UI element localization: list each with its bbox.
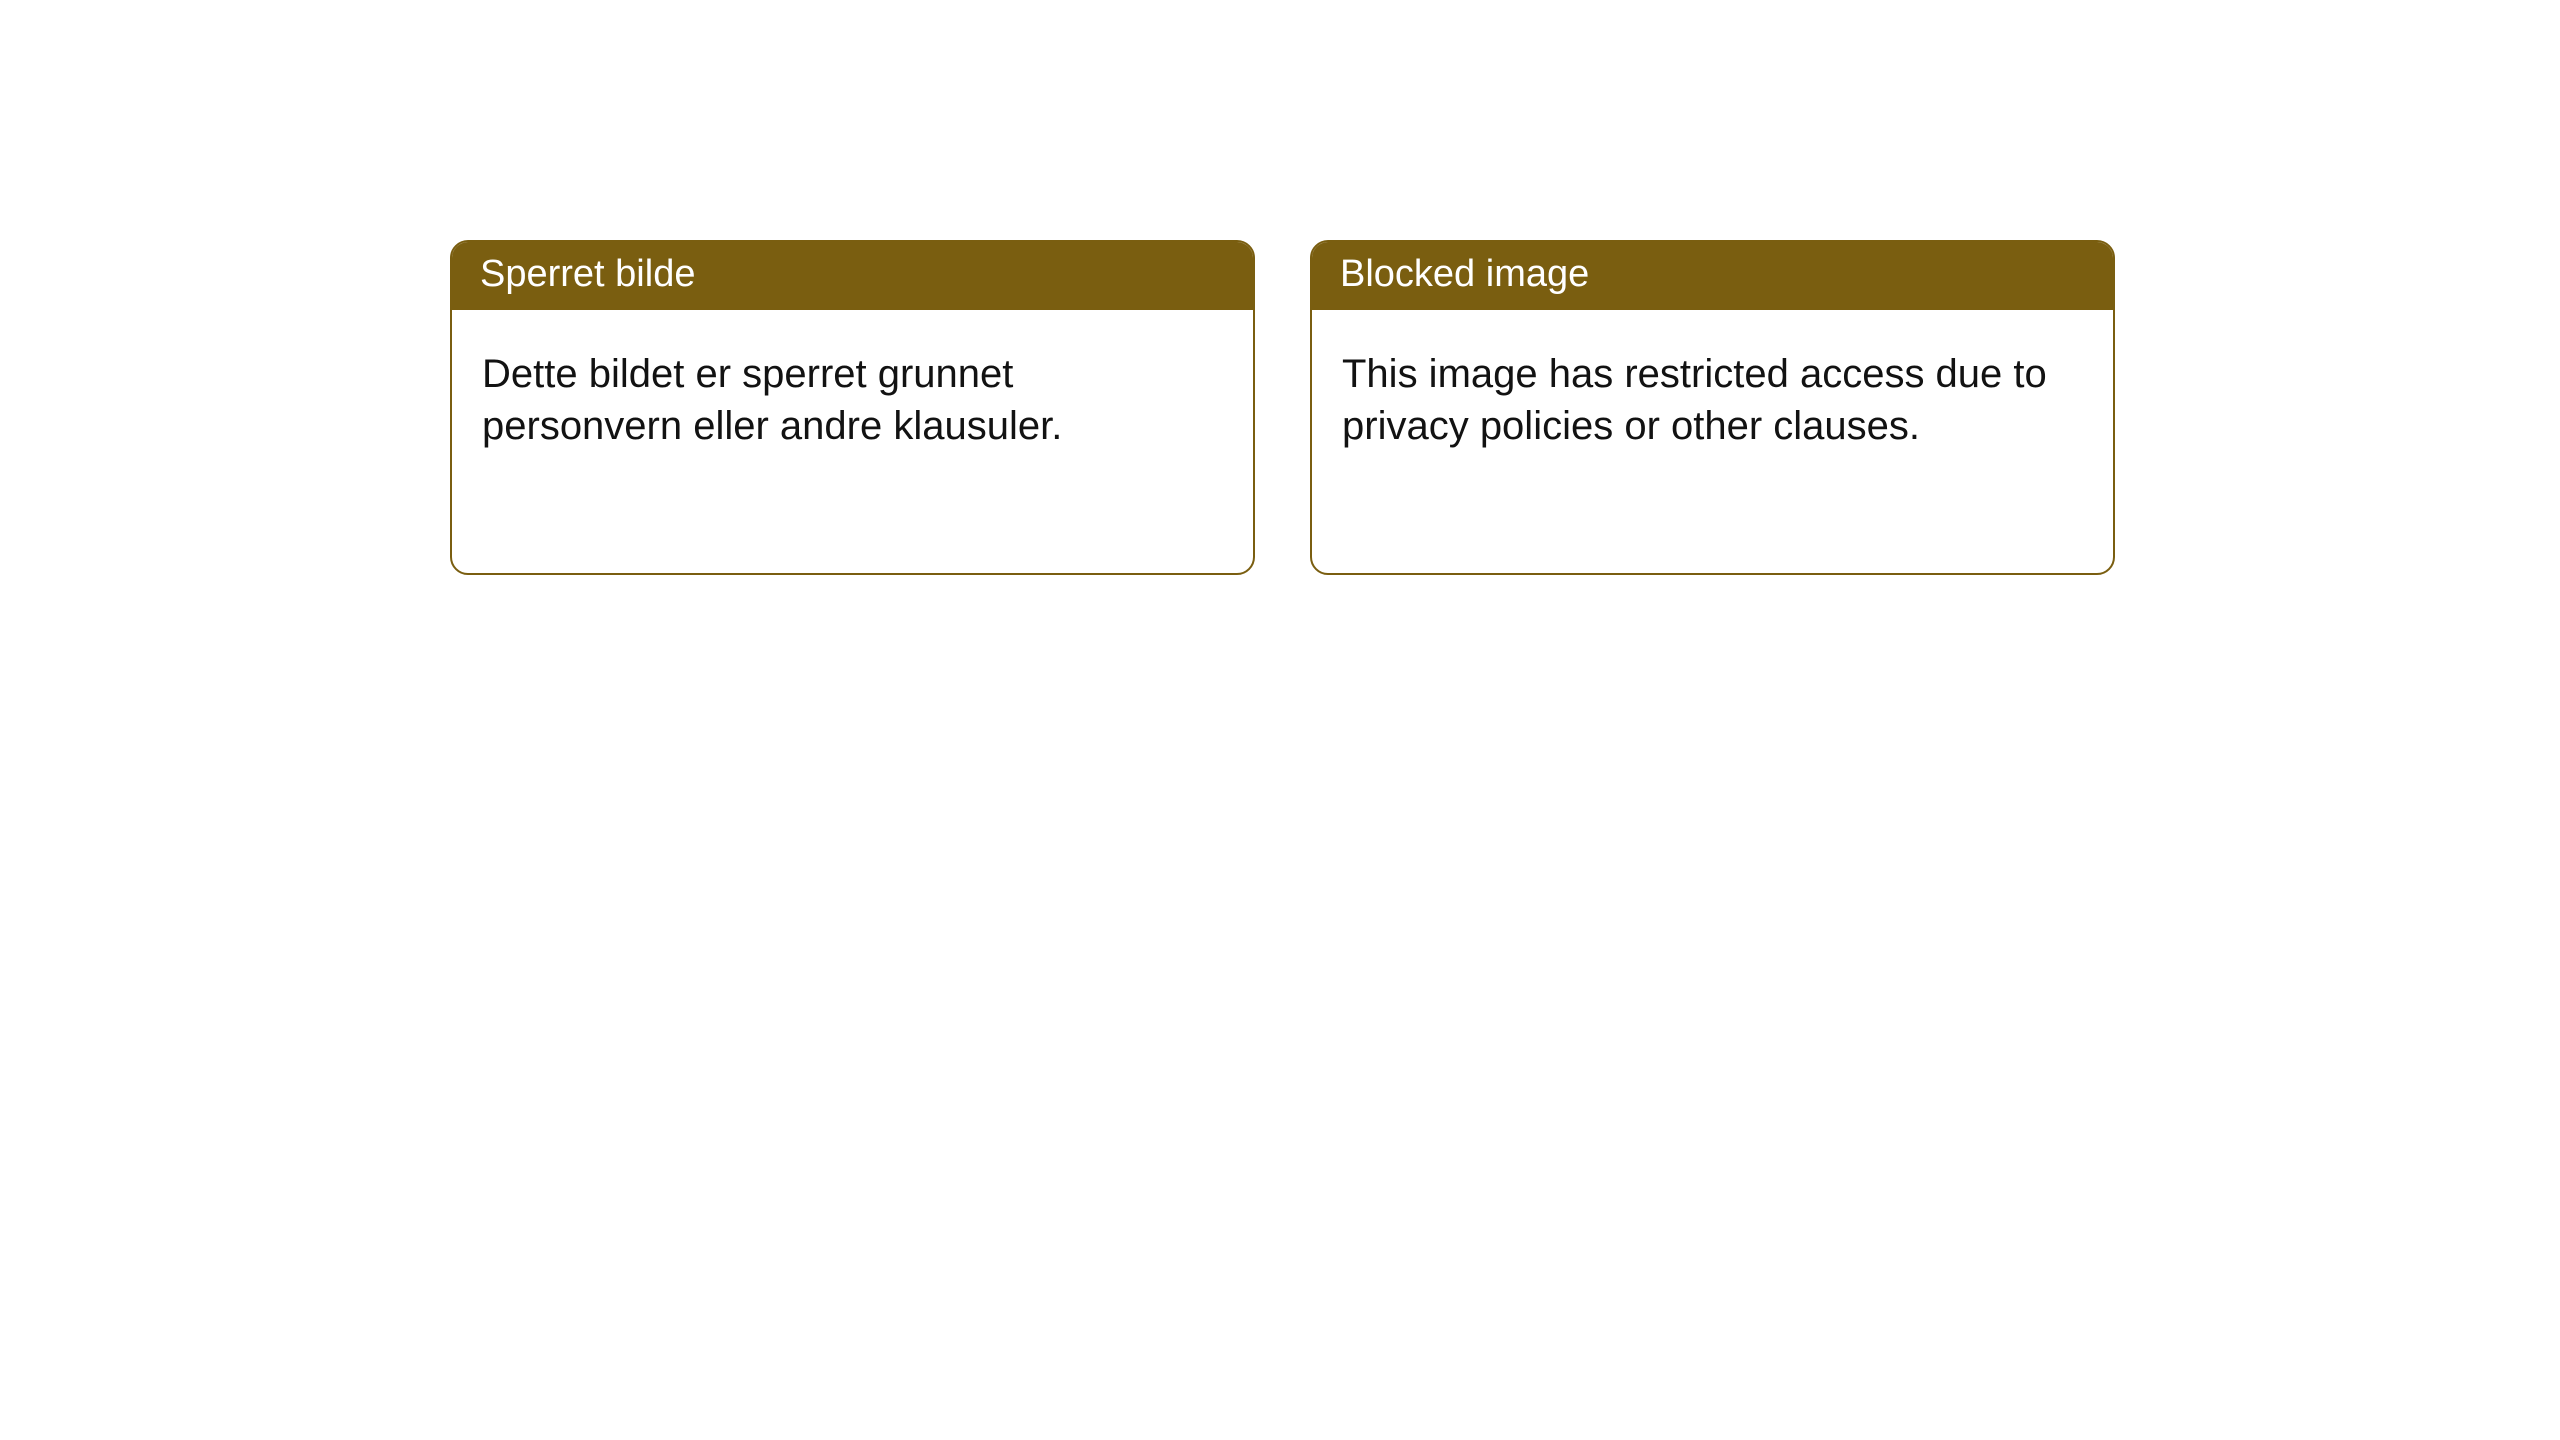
blocked-image-card-no: Sperret bilde Dette bildet er sperret gr…	[450, 240, 1255, 575]
blocked-image-card-en: Blocked image This image has restricted …	[1310, 240, 2115, 575]
card-body-no: Dette bildet er sperret grunnet personve…	[452, 310, 1253, 484]
card-header-no: Sperret bilde	[452, 242, 1253, 310]
blocked-image-notice-container: Sperret bilde Dette bildet er sperret gr…	[0, 0, 2560, 575]
card-body-en: This image has restricted access due to …	[1312, 310, 2113, 484]
card-header-en: Blocked image	[1312, 242, 2113, 310]
